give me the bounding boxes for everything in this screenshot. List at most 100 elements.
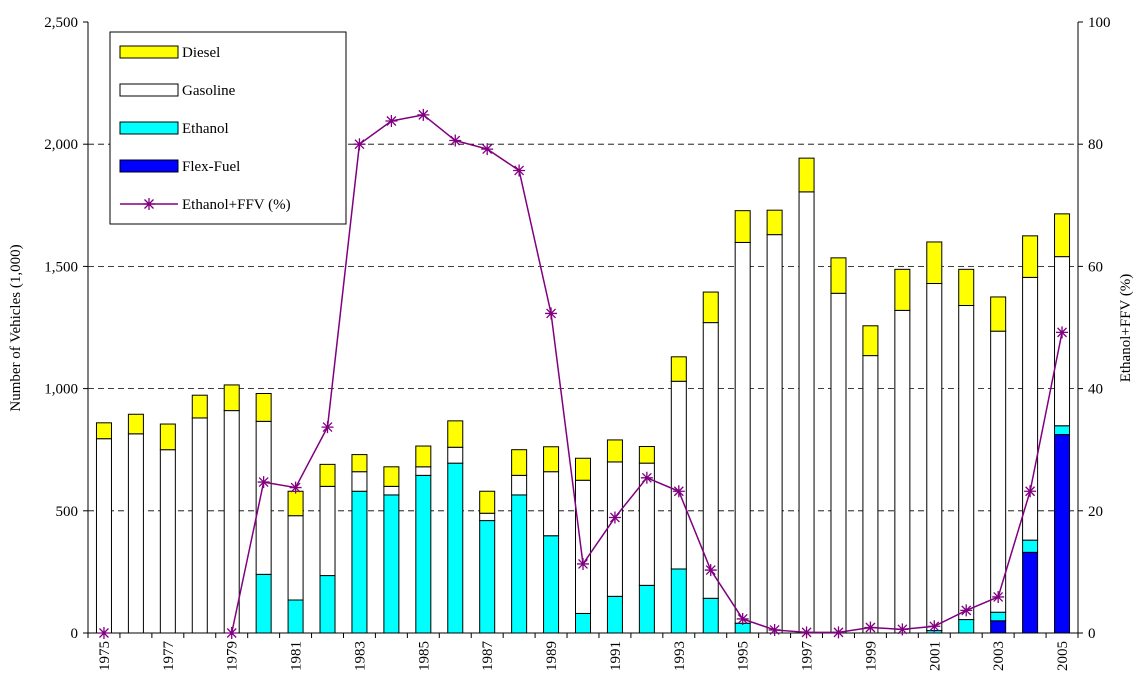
line-marker bbox=[449, 134, 462, 147]
line-marker bbox=[1024, 485, 1037, 498]
bar-segment bbox=[894, 309, 911, 634]
bar-segment bbox=[447, 420, 464, 448]
bar-segment bbox=[255, 420, 272, 575]
line-marker bbox=[321, 421, 334, 434]
x-tick-label: 1989 bbox=[544, 641, 560, 671]
x-tick-label: 1995 bbox=[736, 641, 752, 671]
bar-segment bbox=[351, 471, 368, 492]
bar-segment bbox=[638, 584, 655, 634]
y2-tick-label: 60 bbox=[1088, 259, 1103, 275]
bar-segment bbox=[734, 210, 751, 243]
bar-segment bbox=[415, 466, 432, 476]
legend-swatch bbox=[119, 159, 179, 173]
line-marker bbox=[545, 307, 558, 320]
bar-segment bbox=[319, 463, 336, 487]
bar-segment bbox=[670, 356, 687, 382]
bar-segment bbox=[766, 234, 783, 634]
bar-segment bbox=[159, 449, 176, 634]
bar-segment bbox=[798, 157, 815, 193]
bar-segment bbox=[383, 494, 400, 634]
y2-tick-label: 80 bbox=[1088, 137, 1103, 153]
line-marker bbox=[577, 557, 589, 570]
bar-segment bbox=[191, 394, 208, 419]
bar-segment bbox=[606, 439, 623, 463]
bar-segment bbox=[1022, 276, 1039, 541]
bar-segment bbox=[511, 474, 528, 496]
line-marker bbox=[800, 626, 813, 639]
x-tick-label: 1985 bbox=[416, 641, 432, 671]
bar-segment bbox=[223, 410, 240, 634]
bar-segment bbox=[479, 490, 496, 514]
bar-segment bbox=[287, 490, 304, 517]
y-tick-label: 2,500 bbox=[44, 15, 78, 31]
line-marker bbox=[353, 138, 366, 151]
bar-segment bbox=[926, 283, 943, 632]
bar-segment bbox=[830, 257, 847, 294]
bar-segment bbox=[1054, 213, 1071, 258]
bar-segment bbox=[1022, 539, 1039, 553]
line-marker bbox=[513, 164, 526, 177]
bar-segment bbox=[894, 268, 911, 311]
bar-segment bbox=[511, 449, 528, 476]
bar-segment bbox=[223, 384, 240, 412]
bar-segment bbox=[287, 515, 304, 601]
y-tick-label: 1,000 bbox=[44, 382, 78, 398]
x-tick-label: 1981 bbox=[289, 641, 305, 671]
bar-segment bbox=[159, 423, 176, 451]
y2-tick-label: 100 bbox=[1088, 15, 1111, 31]
bar-segment bbox=[606, 461, 623, 597]
bar-segment bbox=[319, 485, 336, 577]
x-tick-label: 2001 bbox=[927, 641, 943, 671]
bar-segment bbox=[1022, 235, 1039, 278]
bar-segment bbox=[990, 611, 1007, 622]
bar-segment bbox=[383, 466, 400, 487]
bar-segment bbox=[351, 454, 368, 473]
line-marker bbox=[417, 108, 430, 121]
bar-segment bbox=[990, 296, 1007, 332]
bar-segment bbox=[702, 291, 719, 324]
bar-segment bbox=[606, 595, 623, 634]
line-marker bbox=[896, 623, 909, 636]
y2-tick-label: 0 bbox=[1088, 626, 1096, 642]
line-marker bbox=[1056, 326, 1069, 339]
x-tick-label: 1977 bbox=[161, 641, 177, 672]
line-marker bbox=[97, 627, 110, 639]
bar-segment bbox=[1054, 434, 1071, 634]
bar-segment bbox=[479, 512, 496, 522]
legend-label: Flex-Fuel bbox=[182, 159, 240, 175]
legend-label: Ethanol bbox=[182, 121, 229, 137]
bar-segment bbox=[1054, 425, 1071, 436]
y-tick-label: 500 bbox=[56, 504, 79, 520]
bar-segment bbox=[574, 479, 592, 614]
x-tick-label: 1983 bbox=[352, 641, 368, 671]
y2-tick-label: 40 bbox=[1088, 382, 1103, 398]
x-tick-label: 1997 bbox=[800, 641, 816, 672]
bar-segment bbox=[990, 330, 1007, 613]
x-tick-label: 1991 bbox=[608, 641, 624, 671]
bar-segment bbox=[543, 535, 560, 634]
bar-segment bbox=[415, 445, 432, 468]
line-marker bbox=[672, 485, 685, 498]
line-marker bbox=[640, 471, 653, 484]
x-tick-label: 1987 bbox=[480, 641, 496, 672]
bar-segment bbox=[127, 433, 144, 634]
y-tick-label: 2,000 bbox=[44, 137, 78, 153]
bar-segment bbox=[447, 462, 464, 634]
bar-segment bbox=[958, 268, 975, 307]
line-marker bbox=[768, 623, 781, 636]
bar-segment bbox=[1022, 551, 1039, 634]
x-tick-label: 1993 bbox=[672, 641, 688, 671]
line-marker bbox=[864, 621, 877, 634]
x-tick-label: 2003 bbox=[991, 641, 1007, 671]
legend-swatch bbox=[119, 83, 179, 97]
bar-segment bbox=[926, 241, 943, 285]
line-marker bbox=[736, 612, 749, 625]
bar-segment bbox=[191, 417, 208, 634]
y2-axis-label: Ethanol+FFV (%) bbox=[1118, 274, 1134, 383]
bar-segment bbox=[447, 446, 464, 464]
bar-segment bbox=[383, 485, 400, 496]
bar-segment bbox=[255, 392, 272, 422]
bar-segment bbox=[479, 520, 496, 634]
legend-label: Gasoline bbox=[182, 83, 236, 99]
